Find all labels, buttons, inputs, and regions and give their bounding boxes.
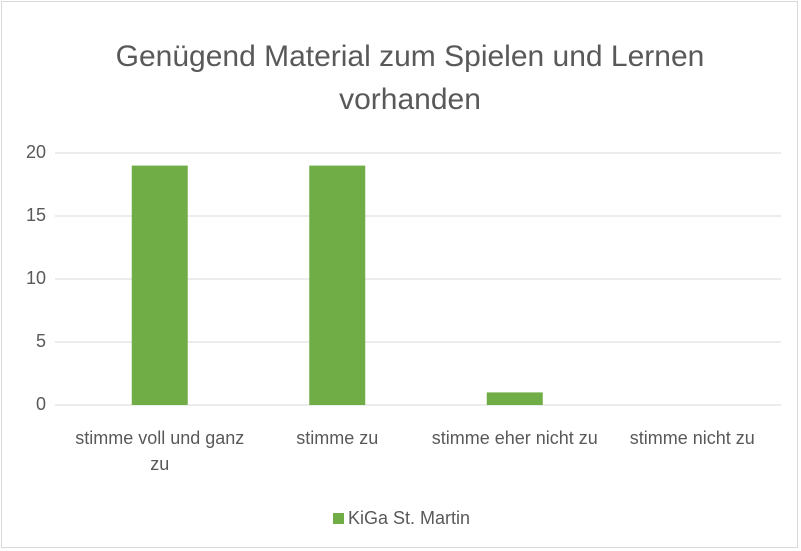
bar [309,165,366,405]
x-tick-label: stimme nicht zu [629,428,755,448]
bar [131,165,188,405]
x-tick-label: stimme eher nicht zu [431,428,598,448]
y-tick-label: 5 [36,331,46,351]
legend-swatch [333,513,344,524]
y-tick-label: 15 [26,205,46,225]
y-tick-label: 10 [26,268,46,288]
y-tick-label: 0 [36,394,46,414]
x-tick-label: stimme zu [296,428,379,448]
legend-label: KiGa St. Martin [348,508,470,528]
y-tick-label: 20 [26,142,46,162]
x-tick-label: stimme voll und ganz zu [75,428,245,474]
chart-title: Genügend Material zum Spielen und Lernen… [115,40,705,116]
bar [486,392,543,405]
